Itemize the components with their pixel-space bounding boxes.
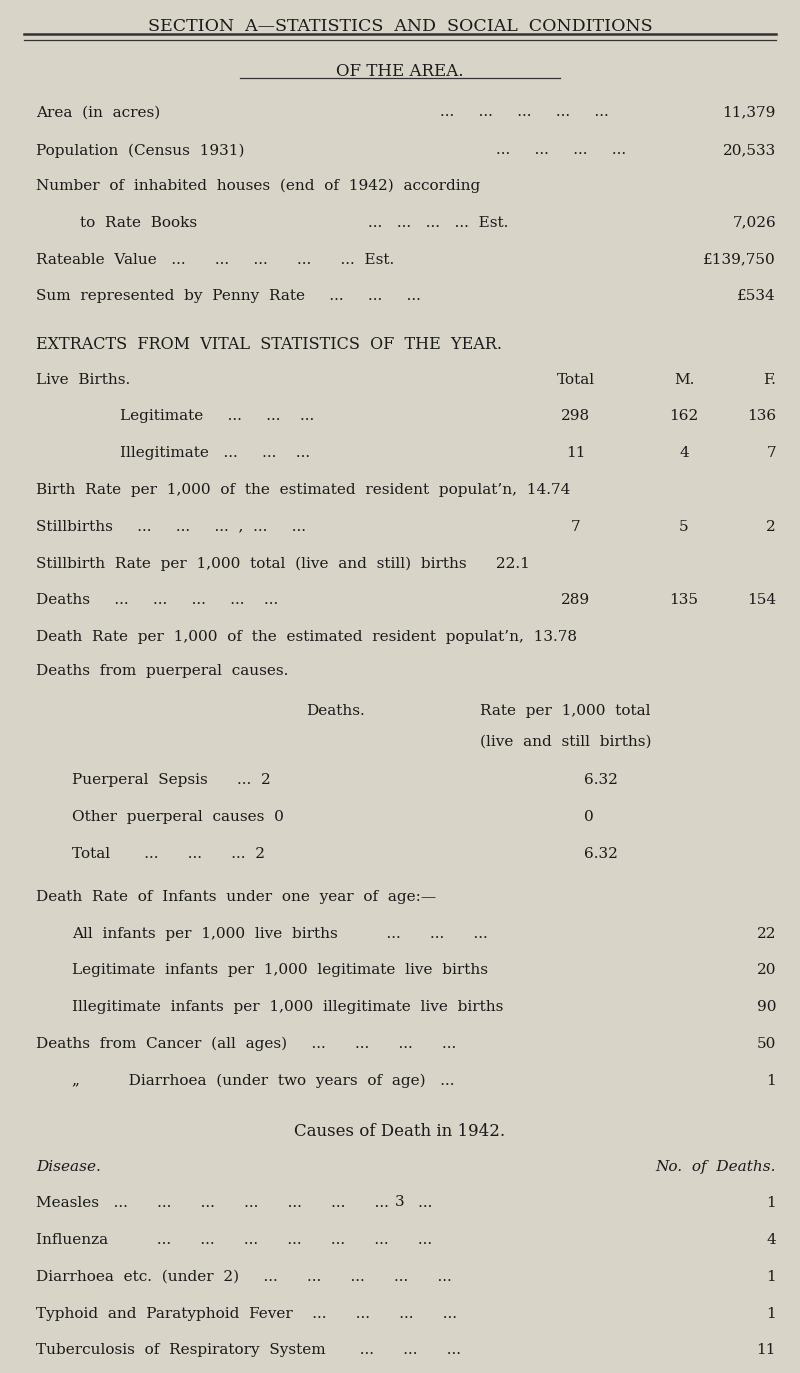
Text: Deaths  from  Cancer  (all  ages)     ...      ...      ...      ...: Deaths from Cancer (all ages) ... ... ..… [36,1037,466,1052]
Text: 162: 162 [670,409,698,423]
Text: Deaths  from  puerperal  causes.: Deaths from puerperal causes. [36,665,288,678]
Text: 1: 1 [766,1307,776,1321]
Text: Deaths     ...     ...     ...     ...    ...: Deaths ... ... ... ... ... [36,593,288,607]
Text: Legitimate  infants  per  1,000  legitimate  live  births: Legitimate infants per 1,000 legitimate … [72,964,498,978]
Text: EXTRACTS  FROM  VITAL  STATISTICS  OF  THE  YEAR.: EXTRACTS FROM VITAL STATISTICS OF THE YE… [36,336,502,353]
Text: Influenza          ...      ...      ...      ...      ...      ...      ...: Influenza ... ... ... ... ... ... ... [36,1233,442,1247]
Text: Puerperal  Sepsis      ...  2: Puerperal Sepsis ... 2 [72,773,270,788]
Text: No.  of  Deaths.: No. of Deaths. [655,1160,776,1174]
Text: 22: 22 [757,927,776,941]
Text: 135: 135 [670,593,698,607]
Text: ...     ...     ...     ...     ...: ... ... ... ... ... [440,106,618,119]
Text: All  infants  per  1,000  live  births          ...      ...      ...: All infants per 1,000 live births ... ..… [72,927,498,941]
Text: 4: 4 [766,1233,776,1247]
Text: Population  (Census  1931): Population (Census 1931) [36,143,245,158]
Text: Illegitimate  infants  per  1,000  illegitimate  live  births: Illegitimate infants per 1,000 illegitim… [72,1001,513,1015]
Text: 2: 2 [766,520,776,534]
Text: Causes of Death in 1942.: Causes of Death in 1942. [294,1123,506,1140]
Text: Typhoid  and  Paratyphoid  Fever    ...      ...      ...      ...: Typhoid and Paratyphoid Fever ... ... ..… [36,1307,466,1321]
Text: 154: 154 [747,593,776,607]
Text: 1: 1 [766,1196,776,1211]
Text: ...   ...   ...   ...  Est.: ... ... ... ... Est. [368,216,523,229]
Text: 4: 4 [679,446,689,460]
Text: F.: F. [763,372,776,387]
Text: OF THE AREA.: OF THE AREA. [336,63,464,80]
Text: Tuberculosis  of  Respiratory  System       ...      ...      ...: Tuberculosis of Respiratory System ... .… [36,1343,470,1358]
Text: Diarrhoea  etc.  (under  2)     ...      ...      ...      ...      ...: Diarrhoea etc. (under 2) ... ... ... ...… [36,1270,462,1284]
Text: Total       ...      ...      ...  2: Total ... ... ... 2 [72,847,265,861]
Text: Deaths.: Deaths. [306,703,366,718]
Text: „          Diarrhoea  (under  two  years  of  age)   ...: „ Diarrhoea (under two years of age) ... [72,1074,464,1089]
Text: 1: 1 [766,1270,776,1284]
Text: SECTION  A—STATISTICS  AND  SOCIAL  CONDITIONS: SECTION A—STATISTICS AND SOCIAL CONDITIO… [148,18,652,36]
Text: Total: Total [557,372,595,387]
Text: Legitimate     ...     ...    ...: Legitimate ... ... ... [120,409,324,423]
Text: 20,533: 20,533 [722,143,776,158]
Text: 1: 1 [766,1074,776,1087]
Text: 3: 3 [395,1195,405,1210]
Text: Death  Rate  per  1,000  of  the  estimated  resident  populat’n,  13.78: Death Rate per 1,000 of the estimated re… [36,630,577,644]
Text: 11,379: 11,379 [722,106,776,119]
Text: 6.32: 6.32 [584,773,618,788]
Text: Stillbirths     ...     ...     ...  ,  ...     ...: Stillbirths ... ... ... , ... ... [36,520,316,534]
Text: £534: £534 [738,290,776,303]
Text: 50: 50 [757,1037,776,1050]
Text: M.: M. [674,372,694,387]
Text: to  Rate  Books: to Rate Books [80,216,197,229]
Text: Illegitimate   ...     ...    ...: Illegitimate ... ... ... [120,446,320,460]
Text: Measles   ...      ...      ...      ...      ...      ...      ...      ...: Measles ... ... ... ... ... ... ... ... [36,1196,442,1211]
Text: 11: 11 [757,1343,776,1358]
Text: 298: 298 [562,409,590,423]
Text: Disease.: Disease. [36,1160,101,1174]
Text: 0: 0 [584,810,594,824]
Text: 136: 136 [747,409,776,423]
Text: Rate  per  1,000  total: Rate per 1,000 total [480,703,650,718]
Text: 90: 90 [757,1001,776,1015]
Text: Stillbirth  Rate  per  1,000  total  (live  and  still)  births      22.1: Stillbirth Rate per 1,000 total (live an… [36,556,530,571]
Text: (live  and  still  births): (live and still births) [480,735,651,748]
Text: Area  (in  acres): Area (in acres) [36,106,160,119]
Text: Death  Rate  of  Infants  under  one  year  of  age:—: Death Rate of Infants under one year of … [36,890,436,903]
Text: Live  Births.: Live Births. [36,372,130,387]
Text: 7,026: 7,026 [732,216,776,229]
Text: Sum  represented  by  Penny  Rate     ...     ...     ...: Sum represented by Penny Rate ... ... ..… [36,290,430,303]
Text: 5: 5 [679,520,689,534]
Text: 11: 11 [566,446,586,460]
Text: 7: 7 [571,520,581,534]
Text: 6.32: 6.32 [584,847,618,861]
Text: 20: 20 [757,964,776,978]
Text: Birth  Rate  per  1,000  of  the  estimated  resident  populat’n,  14.74: Birth Rate per 1,000 of the estimated re… [36,483,570,497]
Text: Rateable  Value   ...      ...     ...      ...      ...  Est.: Rateable Value ... ... ... ... ... Est. [36,253,404,266]
Text: £139,750: £139,750 [703,253,776,266]
Text: 289: 289 [562,593,590,607]
Text: Other  puerperal  causes  0: Other puerperal causes 0 [72,810,284,824]
Text: ...     ...     ...     ...: ... ... ... ... [496,143,636,158]
Text: Number  of  inhabited  houses  (end  of  1942)  according: Number of inhabited houses (end of 1942)… [36,178,480,194]
Text: 7: 7 [766,446,776,460]
